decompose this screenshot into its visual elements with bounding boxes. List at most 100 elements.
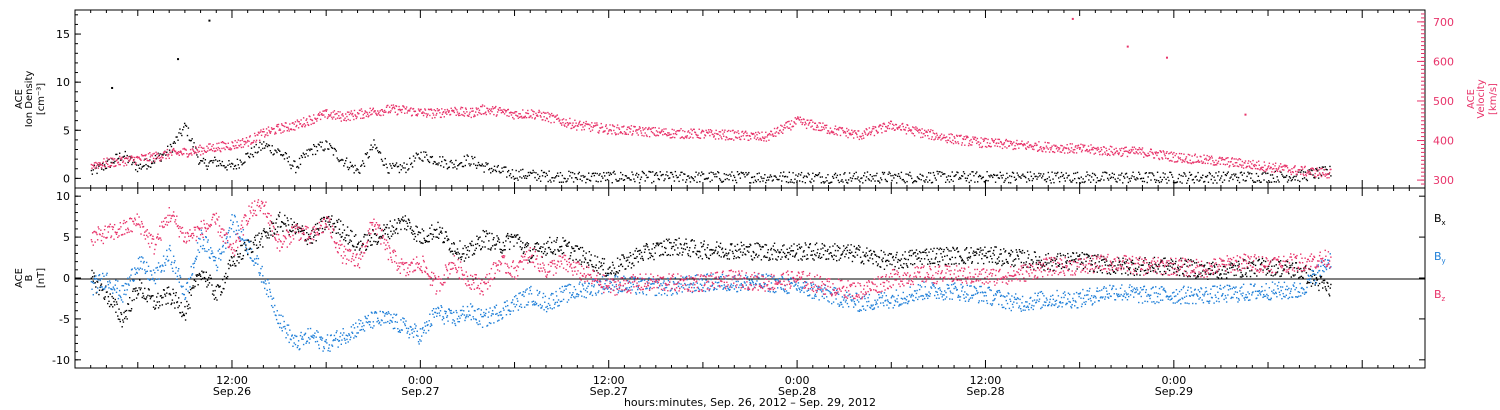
density-point (228, 160, 230, 162)
bx-point (866, 247, 868, 249)
velocity-point (506, 114, 508, 117)
velocity-point (322, 110, 324, 112)
density-point (1007, 176, 1009, 179)
velocity-point (835, 133, 837, 135)
density-point (398, 171, 401, 174)
density-point (909, 171, 911, 174)
bx-point (186, 300, 188, 303)
bx-point (729, 249, 731, 251)
density-point (201, 160, 204, 162)
density-point (400, 168, 402, 171)
velocity-point (904, 129, 906, 131)
velocity-point (278, 129, 280, 131)
bx-point (638, 253, 641, 255)
velocity-point (269, 131, 271, 133)
velocity-point (102, 164, 104, 167)
density-point (882, 173, 885, 175)
velocity-point (820, 126, 823, 128)
bx-point (91, 269, 93, 272)
bx-point (145, 298, 147, 300)
density-point (1155, 179, 1158, 181)
velocity-point (475, 107, 478, 109)
velocity-point (1038, 141, 1040, 143)
bx-point (415, 240, 418, 242)
bx-point (538, 250, 540, 252)
bx-point (155, 304, 157, 307)
density-point (1184, 173, 1186, 175)
density-point (604, 179, 607, 182)
bx-point (567, 245, 569, 247)
velocity-point (196, 148, 198, 151)
density-point (550, 181, 552, 183)
density-point (1048, 176, 1050, 178)
velocity-point (1313, 169, 1315, 171)
velocity-point (1266, 169, 1268, 171)
bx-point (824, 250, 827, 252)
velocity-point (294, 129, 296, 131)
velocity-point (283, 130, 285, 132)
velocity-point (711, 130, 713, 132)
bx-point (237, 253, 239, 255)
bx-point (312, 236, 315, 238)
bx-point (866, 254, 869, 257)
density-point (897, 173, 900, 175)
velocity-point (1252, 159, 1254, 162)
density-point (609, 172, 612, 174)
velocity-point (657, 131, 659, 133)
velocity-point (1283, 164, 1286, 166)
bx-point (286, 217, 289, 219)
density-point (709, 180, 711, 183)
bx-point (771, 258, 774, 260)
velocity-point (719, 131, 722, 133)
velocity-point (1018, 147, 1020, 149)
velocity-point (175, 152, 177, 154)
bx-point (291, 223, 294, 226)
density-point (1292, 176, 1294, 179)
velocity-point (896, 128, 899, 130)
bx-point (598, 267, 600, 269)
bx-point (452, 253, 454, 255)
bx-point (365, 249, 367, 251)
density-point (642, 171, 645, 174)
bx-point (125, 309, 128, 312)
bx-point (396, 222, 398, 224)
bx-point (107, 295, 110, 298)
bx-point (645, 245, 647, 247)
bx-point (464, 245, 466, 247)
velocity-point (1033, 144, 1036, 147)
velocity-point (310, 123, 312, 126)
velocity-point (1230, 158, 1233, 160)
density-point (608, 174, 611, 176)
bx-point (807, 257, 809, 260)
bx-point (215, 296, 217, 299)
bx-point (238, 256, 241, 258)
velocity-point (809, 119, 812, 122)
density-point (474, 156, 476, 159)
velocity-point (453, 111, 456, 114)
velocity-point (773, 127, 776, 130)
velocity-point (399, 108, 401, 111)
density-point (525, 177, 528, 180)
density-point (668, 177, 670, 180)
velocity-point (966, 135, 969, 138)
bx-point (821, 243, 823, 245)
velocity-point (237, 147, 239, 149)
density-point (1284, 176, 1286, 178)
bx-point (829, 246, 831, 248)
density-point (573, 173, 576, 175)
density-point (1294, 179, 1296, 181)
velocity-point (691, 129, 694, 132)
density-point (600, 180, 602, 183)
velocity-point (822, 126, 825, 129)
bx-point (712, 249, 714, 251)
density-point (397, 165, 400, 168)
density-point (675, 174, 677, 177)
bx-point (437, 221, 439, 224)
density-point (335, 150, 337, 152)
density-point (169, 143, 172, 146)
velocity-point (914, 128, 916, 130)
velocity-point (507, 108, 510, 111)
velocity-point (848, 132, 850, 135)
velocity-point (648, 126, 650, 129)
bx-point (652, 243, 655, 245)
